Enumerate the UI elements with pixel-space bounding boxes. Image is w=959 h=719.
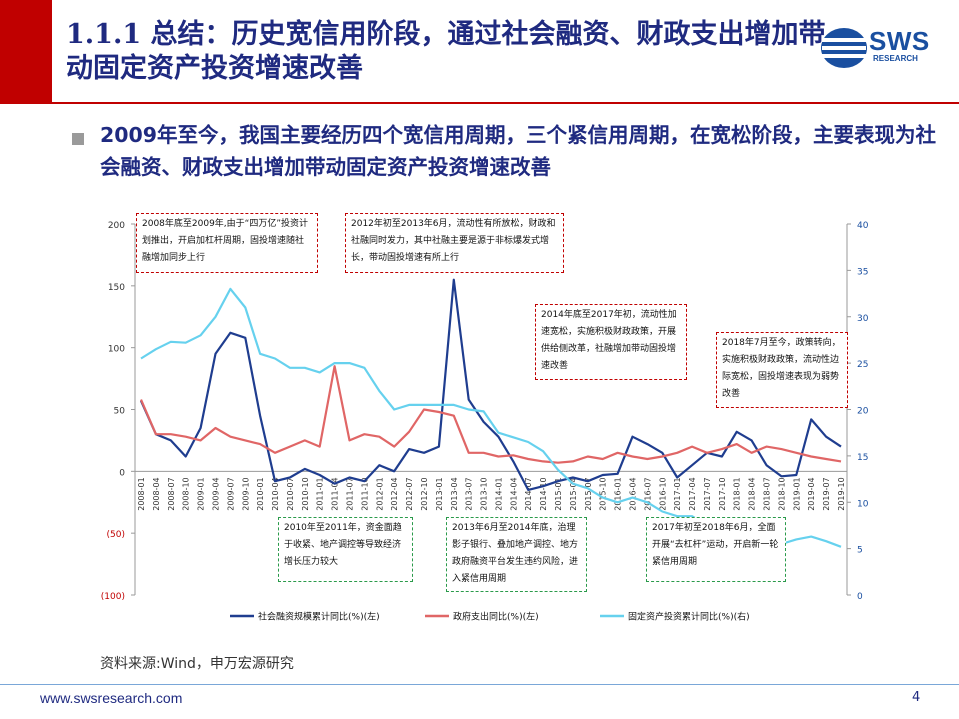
x-tick-label: 2019-01	[792, 477, 801, 510]
sws-logo-icon	[821, 28, 867, 68]
right-tick-label: 40	[857, 221, 869, 231]
x-tick-label: 2014-07	[524, 477, 533, 510]
x-tick-label: 2010-10	[301, 477, 310, 510]
left-tick-label: (100)	[101, 592, 125, 602]
right-tick-label: 25	[857, 360, 868, 370]
x-tick-label: 2009-07	[226, 477, 235, 510]
x-tick-label: 2012-07	[405, 477, 414, 510]
right-tick-label: 0	[857, 592, 863, 602]
annotation-2014-2017: 2014年底至2017年初，流动性加速宽松，实施积极财政政策，开展供给侧改革，社…	[535, 304, 687, 380]
x-tick-label: 2018-04	[748, 477, 757, 510]
right-tick-label: 10	[857, 499, 869, 509]
x-tick-label: 2008-01	[137, 477, 146, 510]
x-tick-label: 2010-04	[271, 477, 280, 510]
x-tick-label: 2016-01	[614, 477, 623, 510]
x-tick-label: 2008-10	[182, 477, 191, 510]
annotation-2008-2009: 2008年底至2009年,由于“四万亿”投资计划推出，开启加杠杆周期，固投增速随…	[136, 213, 318, 273]
x-tick-label: 2015-10	[599, 477, 608, 510]
right-tick-label: 35	[857, 267, 868, 277]
left-tick-label: 50	[114, 407, 126, 417]
header-accent-bar	[0, 0, 52, 102]
x-tick-label: 2016-07	[643, 477, 652, 510]
x-tick-label: 2014-01	[494, 477, 503, 510]
footer-website: www.swsresearch.com	[40, 690, 183, 706]
x-tick-label: 2013-01	[435, 477, 444, 510]
x-tick-label: 2018-01	[733, 477, 742, 510]
x-tick-label: 2010-07	[286, 477, 295, 510]
x-axis: 2008-01 2008-04 2008-07 2008-10 2009-01 2009-…	[135, 470, 847, 511]
series-line-0	[139, 278, 842, 491]
x-tick-label: 2014-04	[509, 477, 518, 510]
page-number: 4	[912, 690, 921, 705]
x-tick-label: 2016-04	[628, 477, 637, 510]
x-tick-label: 2011-01	[316, 477, 325, 510]
annotation-2013-2014: 2013年6月至2014年底，治理影子银行、叠加地产调控、地方政府融资平台发生违…	[446, 517, 587, 592]
x-tick-label: 2017-04	[688, 477, 697, 510]
x-tick-label: 2009-01	[197, 477, 206, 510]
right-tick-label: 30	[857, 314, 869, 324]
logo-subtext: RESEARCH	[873, 54, 918, 63]
x-tick-label: 2015-07	[584, 477, 593, 510]
x-tick-label: 2017-10	[718, 477, 727, 510]
left-tick-label: 150	[108, 283, 125, 293]
legend-label-2: 固定资产投资累计同比(%)(右)	[628, 611, 750, 623]
annotation-2012-2013: 2012年初至2013年6月，流动性有所放松，财政和社融同时发力，其中社融主要是…	[345, 213, 564, 273]
x-tick-label: 2017-07	[703, 477, 712, 510]
annotation-2010-2011: 2010年至2011年，资金面趋于收紧、地产调控等导致经济增长压力较大	[278, 517, 413, 582]
x-tick-label: 2018-10	[777, 477, 786, 510]
right-tick-label: 15	[857, 453, 868, 463]
x-tick-label: 2013-07	[465, 477, 474, 510]
x-tick-label: 2017-01	[673, 477, 682, 510]
x-tick-label: 2012-10	[420, 477, 429, 510]
x-tick-label: 2009-10	[241, 477, 250, 510]
x-tick-label: 2012-04	[390, 477, 399, 510]
right-tick-label: 5	[857, 546, 863, 556]
legend-label-1: 政府支出同比(%)(左)	[453, 611, 539, 623]
left-tick-label: 200	[108, 221, 125, 231]
series-line-1	[139, 365, 842, 464]
x-tick-label: 2011-04	[331, 477, 340, 510]
footer-divider	[0, 684, 959, 685]
x-tick-label: 2016-10	[658, 477, 667, 510]
x-tick-label: 2014-10	[539, 477, 548, 510]
annotation-2017-2018: 2017年初至2018年6月，全面开展“去杠杆”运动，开启新一轮紧信用周期	[646, 517, 786, 582]
source-note: 资料来源:Wind，申万宏源研究	[100, 656, 294, 672]
x-tick-label: 2009-04	[211, 477, 220, 510]
x-tick-label: 2013-04	[450, 477, 459, 510]
right-tick-label: 20	[857, 407, 869, 417]
x-tick-label: 2013-10	[480, 477, 489, 510]
x-tick-label: 2018-07	[763, 477, 772, 510]
legend-label-0: 社会融资规模累计同比(%)(左)	[258, 611, 380, 623]
left-axis: 200 150 100 50 0 (50) (100)	[101, 221, 136, 602]
x-tick-label: 2015-04	[569, 477, 578, 510]
logo-text: SWS	[869, 26, 930, 56]
right-axis: 40 35 30 25 20 15 10 5 0	[846, 221, 869, 602]
header-divider	[0, 102, 959, 104]
x-tick-label: 2008-04	[152, 477, 161, 510]
x-tick-label: 2019-07	[822, 477, 831, 510]
x-tick-label: 2010-01	[256, 477, 265, 510]
summary-text: 2009年至今，我国主要经历四个宽信用周期，三个紧信用周期，在宽松阶段，主要表现…	[100, 123, 937, 179]
x-tick-label: 2011-10	[360, 477, 369, 510]
x-tick-label: 2019-04	[807, 477, 816, 510]
x-tick-label: 2008-07	[167, 477, 176, 510]
left-tick-label: (50)	[107, 530, 125, 540]
x-tick-label: 2015-01	[554, 477, 563, 510]
x-tick-label: 2019-10	[837, 477, 846, 510]
chart-legend: 社会融资规模累计同比(%)(左) 政府支出同比(%)(左) 固定资产投资累计同比(%…	[230, 611, 750, 623]
left-tick-label: 100	[108, 345, 125, 355]
slide-title: 1.1.1 总结：历史宽信用阶段，通过社会融资、财政支出增加带动固定资产投资增速…	[66, 19, 826, 84]
bullet-square-icon	[72, 133, 84, 145]
x-tick-label: 2012-01	[375, 477, 384, 510]
left-tick-label: 0	[119, 468, 125, 478]
annotation-2018-now: 2018年7月至今，政策转向，实施积极财政政策，流动性边际宽松，固投增速表现为弱…	[716, 332, 848, 408]
x-tick-label: 2011-07	[346, 477, 355, 510]
